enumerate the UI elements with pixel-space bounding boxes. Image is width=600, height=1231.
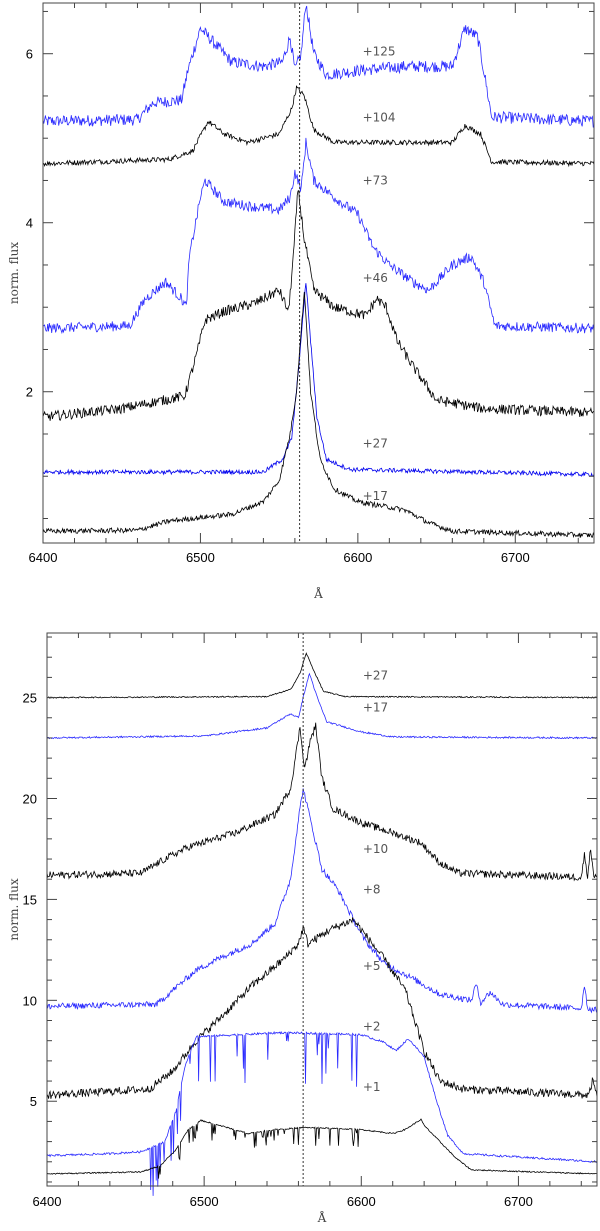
series-label: +46 xyxy=(363,271,388,285)
y-tick-label: 4 xyxy=(26,216,33,231)
series-label: +2 xyxy=(363,1020,381,1034)
y-tick-label: 15 xyxy=(23,892,37,907)
series-label: +1 xyxy=(363,1080,381,1094)
x-axis-title: Å xyxy=(313,586,323,601)
spectrum-line-plus27 xyxy=(46,652,598,699)
series-label: +5 xyxy=(363,959,381,973)
spectrum-line-plus17 xyxy=(42,291,595,539)
series-label: +27 xyxy=(363,437,388,451)
y-tick-label: 20 xyxy=(23,791,37,806)
spectrum-line-plus8 xyxy=(46,788,598,1014)
x-tick-label: 6700 xyxy=(501,550,530,565)
top-panel: +125 +104 +73 +46 +27 +17 6400 6500 6600 6700 2 4 6 Å… xyxy=(7,2,595,601)
x-axis-title: Å xyxy=(317,1210,327,1225)
series-label: +104 xyxy=(363,110,396,124)
spectrum-line-plus5 xyxy=(46,917,598,1099)
bottom-panel: +27 +17 +10 +8 +5 +2 +1 6400 6500 6600 6700 5 10 15 20… xyxy=(7,632,598,1225)
spectrum-line-plus104 xyxy=(42,85,595,168)
spectrum-line-plus10 xyxy=(46,722,598,882)
spectrum-line-plus125 xyxy=(42,5,595,128)
y-axis-title: norm. flux xyxy=(7,878,21,940)
x-tick-label: 6600 xyxy=(347,1194,376,1209)
plot-frame xyxy=(42,2,595,544)
series-label: +125 xyxy=(363,44,396,58)
spectrum-line-plus2 xyxy=(46,1030,598,1196)
y-tick-label: 25 xyxy=(23,691,37,706)
x-tick-label: 6500 xyxy=(186,550,215,565)
y-tick-label: 2 xyxy=(26,385,33,400)
plot-frame xyxy=(46,632,598,1187)
x-tick-label: 6400 xyxy=(29,550,58,565)
series-label: +17 xyxy=(363,489,388,503)
x-tick-label: 6400 xyxy=(33,1194,62,1209)
series-label: +27 xyxy=(363,668,388,682)
x-tick-label: 6600 xyxy=(343,550,372,565)
spectrum-line-plus17 xyxy=(46,672,597,740)
spectrum-line-plus1 xyxy=(46,1118,598,1179)
y-tick-label: 5 xyxy=(30,1094,37,1109)
y-tick-label: 6 xyxy=(26,47,33,62)
spectrum-line-plus27 xyxy=(42,283,595,478)
series-label: +73 xyxy=(363,174,388,188)
spectrum-line-plus73 xyxy=(42,137,595,335)
series-label: +10 xyxy=(363,842,388,856)
x-tick-label: 6500 xyxy=(190,1194,219,1209)
y-tick-label: 10 xyxy=(23,993,37,1008)
series-label: +17 xyxy=(363,701,388,715)
x-tick-label: 6700 xyxy=(504,1194,533,1209)
spectrum-line-plus46 xyxy=(42,189,595,421)
y-axis-title: norm. flux xyxy=(7,242,21,304)
series-label: +8 xyxy=(363,882,381,896)
